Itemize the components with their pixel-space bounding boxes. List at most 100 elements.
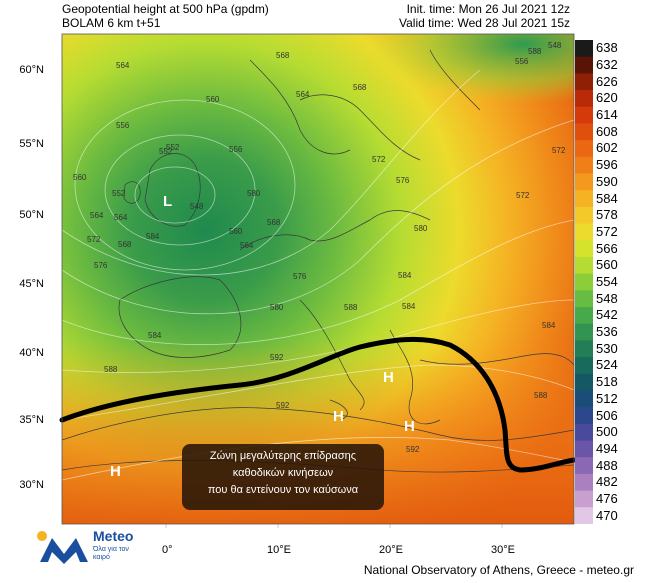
- map-frame: [61, 33, 575, 525]
- colorbar-swatch: [575, 56, 593, 74]
- colorbar-label: 608: [596, 123, 618, 139]
- colorbar-label: 596: [596, 157, 618, 173]
- lon-label-0: 0°: [162, 544, 173, 556]
- credit-text: National Observatory of Athens, Greece -…: [363, 563, 634, 577]
- colorbar-label: 488: [596, 457, 618, 473]
- colorbar-label: 620: [596, 90, 618, 106]
- colorbar-label: 536: [596, 324, 618, 340]
- colorbar-swatch: [575, 206, 593, 225]
- colorbar-label: 590: [596, 173, 618, 189]
- colorbar-swatch: [575, 290, 593, 308]
- colorbar-label: 602: [596, 140, 618, 156]
- colorbar-label: 518: [596, 374, 618, 390]
- colorbar-swatch: [575, 407, 593, 425]
- contour-label: 552: [166, 143, 180, 152]
- colorbar-swatch: [575, 123, 593, 141]
- map-header-right: Init. time: Mon 26 Jul 2021 12z Valid ti…: [399, 2, 570, 30]
- contour-label: 548: [190, 202, 204, 211]
- colorbar-swatch: [575, 390, 593, 408]
- graticule: [165, 524, 503, 528]
- lat-label-50: 50°N: [19, 209, 44, 221]
- contour-label: 588: [104, 365, 118, 374]
- colorbar-label: 512: [596, 390, 618, 406]
- contour-label: 572: [372, 155, 386, 164]
- contour-label: 572: [87, 235, 101, 244]
- contour-label: 576: [94, 261, 108, 270]
- contour-label: 564: [240, 241, 254, 250]
- logo-name: Meteo: [93, 528, 134, 544]
- lat-label-55: 55°N: [19, 138, 44, 150]
- colorbar-swatch: [575, 340, 593, 358]
- lat-label-60: 60°N: [19, 64, 44, 76]
- colorbar-swatch: [575, 173, 593, 191]
- contour-label: 556: [515, 57, 529, 66]
- subsidence-zone-line: [59, 336, 577, 473]
- lon-label-20e: 20°E: [379, 544, 403, 556]
- contour-label: 552: [112, 189, 126, 198]
- contour-label: 584: [542, 321, 556, 330]
- map-title: Geopotential height at 500 hPa (gpdm): [62, 2, 269, 16]
- high-pressure-marker-aegean: H: [404, 418, 415, 435]
- lon-label-10e: 10°E: [267, 544, 291, 556]
- colorbar-label: 566: [596, 240, 618, 256]
- contour-label: 568: [118, 240, 132, 249]
- colorbar-label: 506: [596, 407, 618, 423]
- colorbar-label: 572: [596, 223, 618, 239]
- contour-label: 568: [276, 51, 290, 60]
- colorbar-swatch: [575, 90, 593, 108]
- colorbar-swatch: [575, 473, 593, 492]
- colorbar-label: 614: [596, 107, 618, 123]
- contour-label: 548: [548, 41, 562, 50]
- colorbar-label: 584: [596, 190, 618, 206]
- model-label: BOLAM 6 km t+51: [62, 16, 161, 30]
- colorbar-label: 560: [596, 257, 618, 273]
- contour-label: 568: [267, 218, 281, 227]
- contour-label: 564: [90, 211, 104, 220]
- colorbar-swatch: [575, 240, 593, 258]
- colorbar-swatch: [575, 323, 593, 341]
- contour-label: 592: [406, 445, 420, 454]
- logo-tagline: Όλα για τον καιρό: [93, 546, 129, 561]
- colorbar-label: 494: [596, 440, 618, 456]
- colorbar-label: 578: [596, 207, 618, 223]
- contour-label: 588: [528, 47, 542, 56]
- colorbar-label: 548: [596, 290, 618, 306]
- colorbar-swatch: [575, 357, 593, 375]
- colorbar-label: 632: [596, 57, 618, 73]
- contour-label: 564: [114, 213, 128, 222]
- contour-label: 552: [159, 147, 173, 156]
- colorbar-swatch: [575, 190, 593, 208]
- lat-label-45: 45°N: [19, 278, 44, 290]
- contour-label: 592: [270, 353, 284, 362]
- contour-label: 564: [116, 61, 130, 70]
- high-pressure-marker-balkans: H: [383, 369, 394, 386]
- contour-label: 584: [398, 271, 412, 280]
- colorbar-swatch: [575, 273, 593, 291]
- colorbar-label: 530: [596, 340, 618, 356]
- colorbar-swatch: [575, 106, 593, 124]
- colorbar-swatch: [575, 457, 593, 475]
- contour-label: 580: [270, 303, 284, 312]
- colorbar-swatch: [575, 156, 593, 175]
- colorbar-swatch: [575, 256, 593, 275]
- contour-lines: [61, 69, 575, 481]
- contour-label: 584: [148, 331, 162, 340]
- subsidence-annotation: Ζώνη μεγαλύτερης επίδρασης καθοδικών κιν…: [182, 444, 384, 510]
- annotation-line-3: που θα εντείνουν τον καύσωνα: [207, 484, 359, 496]
- contour-label: 568: [353, 83, 367, 92]
- contour-label: 588: [344, 303, 358, 312]
- contour-labels: 5485565645685605645685525565485605565525…: [73, 41, 566, 454]
- colorbar-swatch: [575, 490, 593, 508]
- init-time: Init. time: Mon 26 Jul 2021 12z: [406, 2, 570, 16]
- contour-label: 576: [293, 272, 307, 281]
- lon-label-30e: 30°E: [491, 544, 515, 556]
- colorbar-swatch: [575, 73, 593, 91]
- colorbar-swatch: [575, 140, 593, 158]
- contour-label: 572: [516, 191, 530, 200]
- contour-label: 560: [206, 95, 220, 104]
- contour-label: 564: [296, 90, 310, 99]
- high-pressure-marker-ionian: H: [333, 408, 344, 425]
- annotation-line-2: καθοδικών κινήσεων: [232, 467, 334, 479]
- contour-label: 592: [276, 401, 290, 410]
